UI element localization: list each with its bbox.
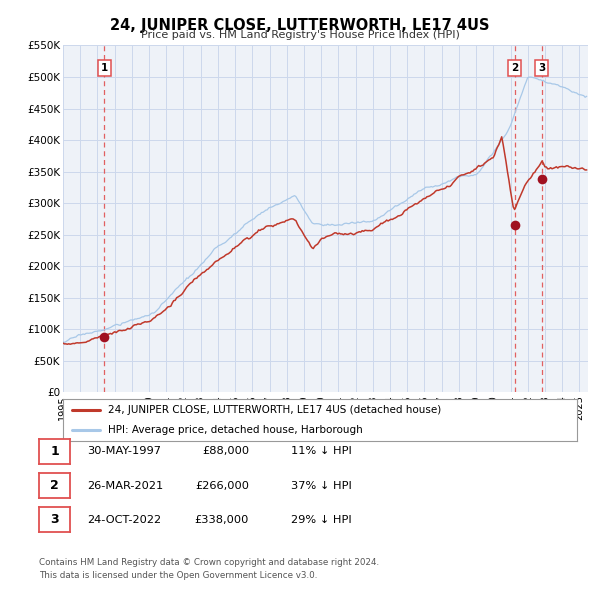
Text: 3: 3: [50, 513, 59, 526]
Text: 24-OCT-2022: 24-OCT-2022: [87, 515, 161, 525]
Text: 1: 1: [50, 445, 59, 458]
Text: 24, JUNIPER CLOSE, LUTTERWORTH, LE17 4US: 24, JUNIPER CLOSE, LUTTERWORTH, LE17 4US: [110, 18, 490, 32]
Text: Contains HM Land Registry data © Crown copyright and database right 2024.
This d: Contains HM Land Registry data © Crown c…: [39, 558, 379, 580]
Text: £338,000: £338,000: [194, 515, 249, 525]
Text: £266,000: £266,000: [195, 481, 249, 490]
Text: HPI: Average price, detached house, Harborough: HPI: Average price, detached house, Harb…: [108, 425, 362, 435]
Text: 2: 2: [511, 63, 518, 73]
Text: £88,000: £88,000: [202, 447, 249, 456]
Text: 26-MAR-2021: 26-MAR-2021: [87, 481, 163, 490]
Text: 29% ↓ HPI: 29% ↓ HPI: [291, 515, 352, 525]
Text: 24, JUNIPER CLOSE, LUTTERWORTH, LE17 4US (detached house): 24, JUNIPER CLOSE, LUTTERWORTH, LE17 4US…: [108, 405, 441, 415]
Text: 37% ↓ HPI: 37% ↓ HPI: [291, 481, 352, 490]
Text: 3: 3: [538, 63, 545, 73]
Text: 1: 1: [101, 63, 108, 73]
Text: Price paid vs. HM Land Registry's House Price Index (HPI): Price paid vs. HM Land Registry's House …: [140, 30, 460, 40]
Text: 11% ↓ HPI: 11% ↓ HPI: [291, 447, 352, 456]
Text: 30-MAY-1997: 30-MAY-1997: [87, 447, 161, 456]
Text: 2: 2: [50, 479, 59, 492]
